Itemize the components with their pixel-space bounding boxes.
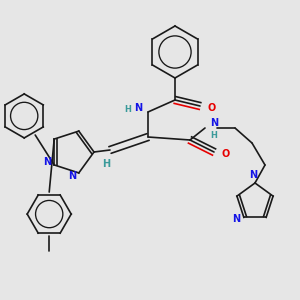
Text: O: O xyxy=(208,103,216,113)
Text: H: H xyxy=(210,131,217,140)
Text: H: H xyxy=(124,106,131,115)
Text: O: O xyxy=(222,149,230,159)
Text: N: N xyxy=(249,170,257,180)
Text: N: N xyxy=(134,103,142,113)
Text: H: H xyxy=(102,159,110,169)
Text: N: N xyxy=(232,214,240,224)
Text: N: N xyxy=(43,157,51,167)
Text: N: N xyxy=(210,118,218,128)
Text: N: N xyxy=(68,171,76,181)
